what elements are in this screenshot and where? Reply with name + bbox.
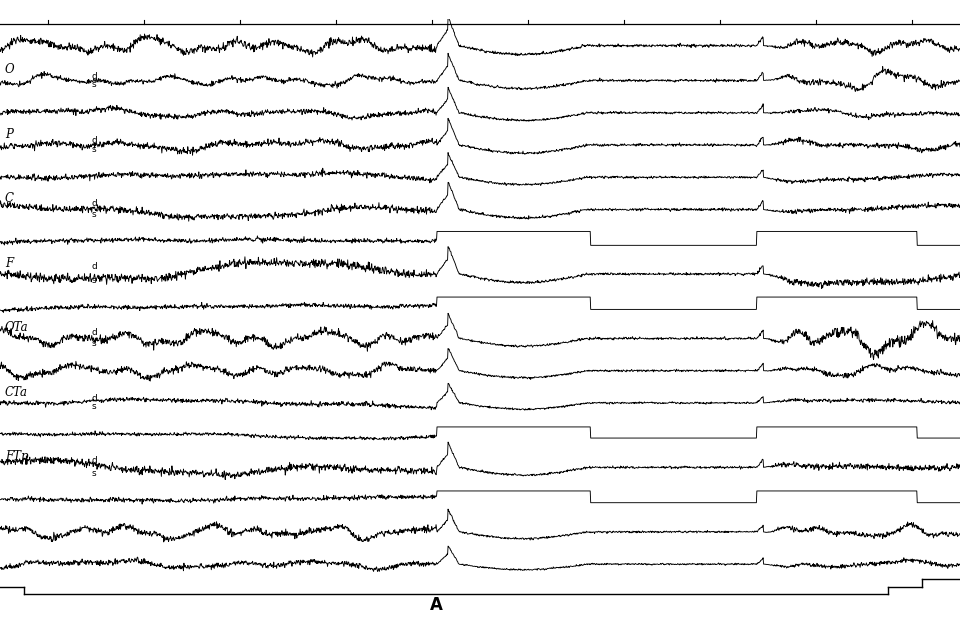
Text: OTa: OTa: [5, 321, 29, 334]
Text: d: d: [91, 394, 97, 404]
Text: s: s: [91, 402, 96, 411]
Text: d: d: [91, 199, 97, 208]
Text: A: A: [430, 596, 444, 614]
Text: C: C: [5, 192, 13, 205]
Text: d: d: [91, 262, 97, 271]
Text: s: s: [91, 210, 96, 219]
Text: O: O: [5, 64, 14, 77]
Text: CTa: CTa: [5, 386, 28, 399]
Text: d: d: [91, 72, 97, 80]
Text: s: s: [91, 80, 96, 89]
Text: d: d: [91, 456, 97, 466]
Text: s: s: [91, 339, 96, 348]
Text: s: s: [91, 145, 96, 154]
Text: P: P: [5, 128, 12, 141]
Text: FTp: FTp: [5, 451, 28, 464]
Text: d: d: [91, 135, 97, 145]
Text: s: s: [91, 276, 96, 285]
Text: d: d: [91, 328, 97, 337]
Text: s: s: [91, 469, 96, 477]
Text: F: F: [5, 257, 12, 270]
